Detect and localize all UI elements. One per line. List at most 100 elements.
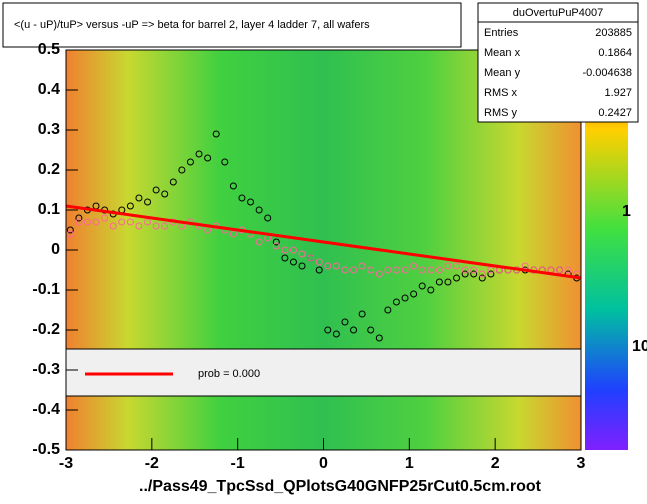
point	[212, 130, 220, 138]
point	[109, 222, 117, 230]
point	[332, 330, 340, 338]
stats-box	[477, 2, 639, 123]
z-label: 1	[622, 203, 631, 220]
point	[229, 230, 237, 238]
point	[66, 230, 74, 238]
point	[401, 266, 409, 274]
point	[289, 258, 297, 266]
stats-value: 1.927	[604, 87, 632, 99]
y-tick-label: -0.5	[32, 441, 60, 458]
point	[478, 274, 486, 282]
point	[375, 334, 383, 342]
point	[453, 262, 461, 270]
point	[324, 262, 332, 270]
point	[178, 166, 186, 174]
point	[470, 266, 478, 274]
point	[358, 310, 366, 318]
chart-title: <(u - uP)/tuP> versus -uP => beta for ba…	[14, 19, 370, 31]
stats-value: 0.2427	[598, 107, 632, 119]
point	[289, 246, 297, 254]
x-tick-label: -2	[145, 455, 159, 472]
point	[564, 266, 572, 274]
point	[324, 326, 332, 334]
point	[384, 306, 392, 314]
point	[461, 270, 469, 278]
point	[229, 182, 237, 190]
point	[195, 150, 203, 158]
point	[281, 254, 289, 262]
x-tick-label: -1	[231, 455, 245, 472]
point	[315, 266, 323, 274]
point	[264, 214, 272, 222]
point	[135, 222, 143, 230]
fit-line	[65, 204, 582, 280]
stats-key: RMS y	[484, 107, 518, 119]
point	[126, 218, 134, 226]
x-title: ../Pass49_TpcSsd_QPlotsG40GNFP25rCut0.5c…	[139, 478, 542, 495]
point	[315, 258, 323, 266]
point	[298, 250, 306, 258]
point	[255, 238, 263, 246]
stats-key: RMS x	[484, 87, 518, 99]
point	[427, 266, 435, 274]
stats-value: 0.1864	[598, 47, 632, 59]
point	[238, 194, 246, 202]
stats-value: 203885	[595, 27, 632, 39]
y-tick-label: -0.3	[32, 361, 60, 378]
point	[135, 194, 143, 202]
point	[375, 270, 383, 278]
point	[401, 294, 409, 302]
x-tick-label: 1	[405, 455, 414, 472]
point	[161, 190, 169, 198]
point	[435, 266, 443, 274]
point	[281, 246, 289, 254]
point	[410, 290, 418, 298]
stats-key: Mean x	[484, 47, 521, 59]
point	[444, 262, 452, 270]
point	[435, 278, 443, 286]
point	[332, 262, 340, 270]
point	[144, 218, 152, 226]
z-label: 10	[632, 338, 647, 355]
point	[444, 278, 452, 286]
title-box	[2, 2, 462, 48]
point	[144, 198, 152, 206]
point	[350, 326, 358, 334]
y-tick-label: 0.2	[38, 161, 60, 178]
y-tick-label: -0.2	[32, 321, 60, 338]
point	[152, 222, 160, 230]
point	[161, 222, 169, 230]
x-tick-label: 0	[319, 455, 328, 472]
y-tick-label: -0.1	[32, 281, 60, 298]
y-tick-label: 0.1	[38, 201, 60, 218]
point	[367, 266, 375, 274]
x-tick-label: 2	[491, 455, 500, 472]
point	[556, 266, 564, 274]
point	[358, 262, 366, 270]
point	[367, 326, 375, 334]
x-tick-label: -3	[59, 455, 73, 472]
point	[92, 218, 100, 226]
stats-title: duOvertuPuP4007	[513, 7, 604, 19]
point	[470, 270, 478, 278]
point	[487, 266, 495, 274]
point	[75, 218, 83, 226]
point	[118, 218, 126, 226]
point	[272, 242, 280, 250]
stats-key: Entries	[484, 27, 519, 39]
point	[418, 282, 426, 290]
point	[307, 254, 315, 262]
point	[392, 298, 400, 306]
point	[169, 178, 177, 186]
point	[478, 270, 486, 278]
point	[384, 266, 392, 274]
point	[410, 262, 418, 270]
y-tick-label: 0.4	[38, 81, 60, 98]
point	[461, 266, 469, 274]
stats-value: -0.004638	[582, 67, 632, 79]
point	[298, 262, 306, 270]
y-tick-label: -0.4	[32, 401, 60, 418]
point	[255, 206, 263, 214]
point	[66, 226, 74, 234]
